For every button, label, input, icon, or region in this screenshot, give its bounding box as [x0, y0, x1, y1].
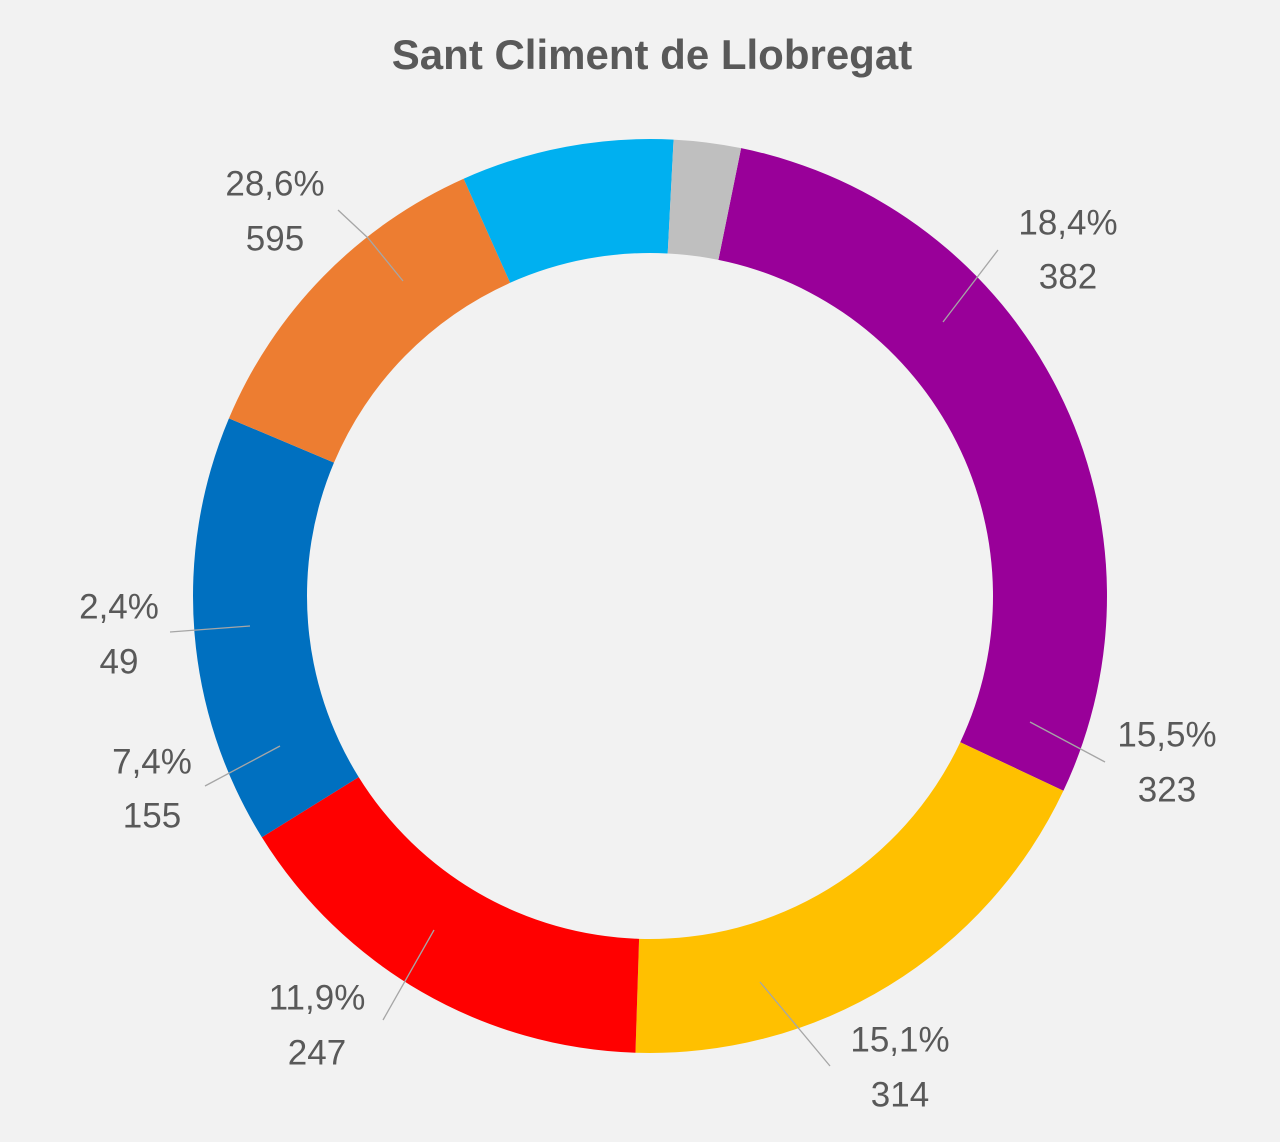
- donut-slice-7: [667, 139, 742, 260]
- leader-line-2: [942, 249, 999, 323]
- data-labels: 28,6% 595 18,4% 382 15,5% 323 15,1% 314 11,9% 247…: [79, 164, 1217, 1114]
- slice-percent-label-5: 11,9%: [269, 978, 366, 1017]
- slice-value-label-3: 323: [1138, 770, 1196, 809]
- leader-line-7: [169, 625, 251, 633]
- slice-value-label-6: 155: [123, 796, 181, 835]
- slice-value-label-7: 49: [100, 642, 139, 681]
- slice-percent-label-7: 2,4%: [79, 587, 159, 626]
- donut-slice-1: [718, 148, 1108, 791]
- donut-slice-5: [228, 178, 511, 463]
- slice-value-label-5: 247: [288, 1033, 346, 1072]
- slice-value-label-2: 382: [1039, 257, 1097, 296]
- leader-lines: [169, 209, 1106, 1067]
- slice-value-label-1: 595: [246, 219, 304, 258]
- leader-line-3: [1029, 721, 1106, 763]
- donut-slices: [193, 138, 1108, 1053]
- slice-percent-label-4: 15,1%: [850, 1020, 949, 1059]
- slice-value-label-4: 314: [871, 1075, 929, 1114]
- leader-line-1: [337, 209, 404, 282]
- slice-percent-label-6: 7,4%: [112, 742, 192, 781]
- slice-percent-label-1: 28,6%: [225, 164, 324, 203]
- slice-percent-label-2: 18,4%: [1018, 203, 1117, 242]
- donut-slice-2: [635, 742, 1064, 1053]
- leader-line-4: [759, 981, 831, 1067]
- donut-slice-4: [193, 418, 359, 838]
- slice-percent-label-3: 15,5%: [1117, 715, 1216, 754]
- chart-title: Sant Climent de Llobregat: [392, 31, 912, 78]
- donut-slice-3: [261, 777, 640, 1053]
- leader-line-5: [382, 929, 435, 1021]
- leader-line-6: [204, 745, 281, 787]
- donut-slice-6: [463, 138, 674, 283]
